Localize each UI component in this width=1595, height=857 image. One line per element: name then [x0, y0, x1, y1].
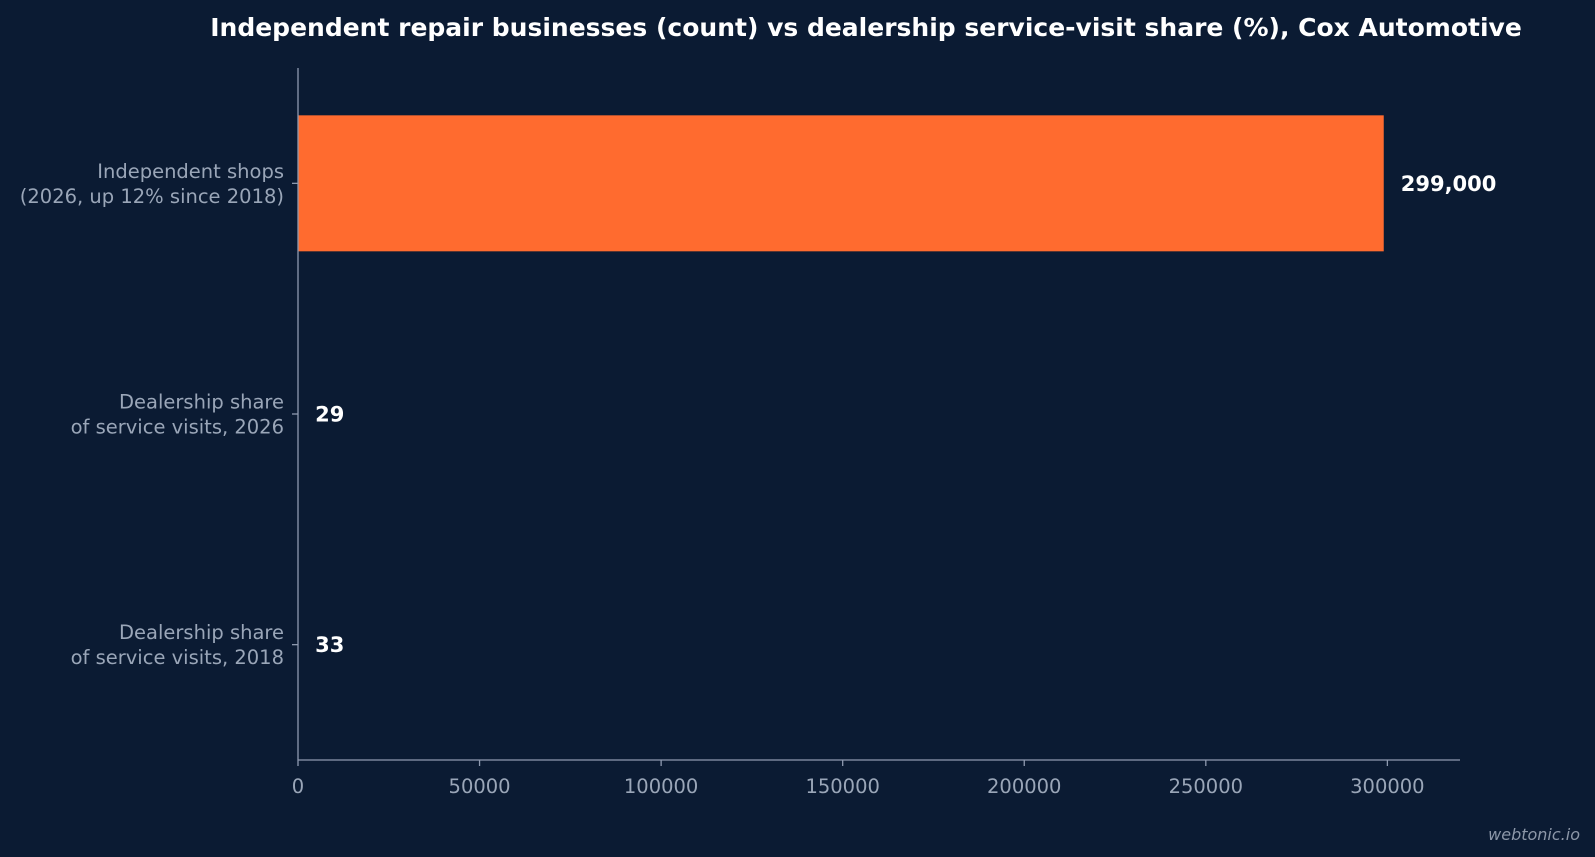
category-label-line: of service visits, 2026 — [71, 416, 284, 439]
category-label-1: Dealership share of service visits, 2026 — [71, 391, 284, 439]
plot-area: Independent shops (2026, up 12% since 201… — [20, 68, 1497, 798]
data-label-1: 29 — [315, 403, 344, 427]
x-tick-label-2: 100000 — [624, 775, 698, 798]
category-label-line: (2026, up 12% since 2018) — [20, 185, 284, 208]
x-tick-label-4: 200000 — [987, 775, 1061, 798]
x-tick-label-1: 50000 — [449, 775, 511, 798]
x-tick-label-5: 250000 — [1169, 775, 1243, 798]
category-label-line: Independent shops — [97, 160, 284, 183]
x-tick-label-0: 0 — [292, 775, 304, 798]
data-label-2: 33 — [315, 633, 344, 657]
category-label-line: Dealership share — [119, 621, 284, 644]
category-label-2: Dealership share of service visits, 2018 — [71, 621, 284, 669]
x-tick-label-6: 300000 — [1350, 775, 1424, 798]
category-label-line: Dealership share — [119, 391, 284, 414]
watermark: webtonic.io — [1488, 825, 1580, 844]
data-label-0: 299,000 — [1401, 172, 1497, 196]
category-label-0: Independent shops (2026, up 12% since 201… — [20, 160, 284, 208]
chart-title: Independent repair businesses (count) vs… — [210, 13, 1522, 42]
bar-0 — [298, 115, 1384, 252]
x-tick-label-3: 150000 — [805, 775, 879, 798]
category-label-line: of service visits, 2018 — [71, 646, 284, 669]
